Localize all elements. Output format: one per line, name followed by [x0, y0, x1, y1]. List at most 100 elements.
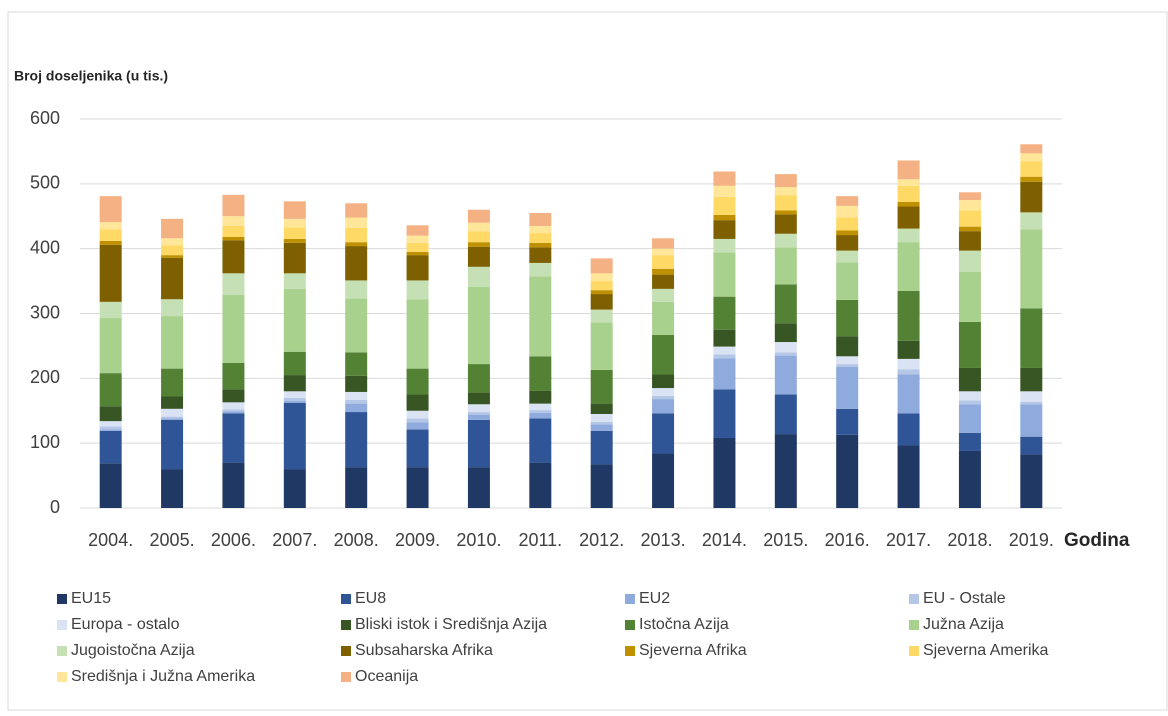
bar-segment	[774, 394, 797, 435]
bar-segment	[774, 284, 797, 324]
bar-segment	[283, 238, 306, 243]
bar-segment	[406, 225, 429, 236]
bar-segment	[836, 366, 859, 409]
bar-segment	[897, 340, 920, 359]
bar-segment	[713, 296, 736, 330]
bar-segment	[283, 391, 306, 398]
bar-segment	[283, 227, 306, 239]
bar-segment	[713, 238, 736, 253]
bar-segment	[590, 258, 613, 274]
bar-segment	[467, 414, 490, 420]
bar-segment	[836, 205, 859, 218]
bar-segment	[590, 413, 613, 422]
bar-segment	[713, 389, 736, 438]
bar-segment	[836, 434, 859, 508]
legend-label: Sjeverna Amerika	[923, 642, 1048, 659]
bar-segment	[161, 245, 184, 256]
bar-segment	[836, 217, 859, 231]
bar-segment	[99, 222, 122, 230]
bar-segment	[836, 235, 859, 251]
bar-segment	[222, 236, 245, 241]
bar-segment	[713, 185, 736, 197]
y-tick-label: 600	[30, 108, 60, 128]
legend-swatch	[57, 620, 67, 630]
bar-segment	[774, 233, 797, 248]
bar-segment	[283, 469, 306, 508]
bar-segment	[406, 394, 429, 411]
bar-segment	[99, 196, 122, 223]
bar-segment	[283, 273, 306, 289]
bar-segment	[590, 273, 613, 282]
bar-segment	[406, 410, 429, 419]
legend-swatch	[57, 646, 67, 656]
bar-segment	[836, 196, 859, 206]
bar-segment	[161, 299, 184, 317]
legend-label: Jugoistočna Azija	[71, 642, 195, 659]
bar-segment	[836, 230, 859, 236]
bar-segment	[713, 346, 736, 355]
bar-segment	[99, 463, 122, 508]
bar-segment	[345, 399, 368, 404]
bar-segment	[1020, 308, 1043, 368]
bar-segment	[345, 242, 368, 247]
bar-segment	[345, 375, 368, 392]
bar-segment	[529, 262, 552, 277]
bar-segment	[161, 238, 184, 246]
bar-segment	[836, 356, 859, 365]
legend-label: Središnja i Južna Amerika	[71, 668, 255, 685]
bar-segment	[897, 228, 920, 243]
legend-label: EU - Ostale	[923, 590, 1006, 607]
bar-segment	[713, 358, 736, 390]
bar-segment	[590, 281, 613, 291]
bar-segment	[529, 242, 552, 248]
bar-segment	[345, 352, 368, 376]
bar-segment	[467, 286, 490, 365]
legend-label: Istočna Azija	[639, 616, 729, 633]
bar-segment	[713, 252, 736, 297]
bar-segment	[99, 301, 122, 319]
bar-segment	[283, 242, 306, 274]
y-tick-label: 500	[30, 173, 60, 193]
bar-segment	[161, 255, 184, 258]
bar-segment	[958, 321, 981, 368]
bar-segment	[958, 367, 981, 392]
x-tick-label: 2013.	[641, 530, 686, 550]
bar-segment	[283, 288, 306, 352]
legend-label: Sjeverna Afrika	[639, 642, 747, 659]
bar-segment	[345, 467, 368, 508]
legend-swatch	[625, 620, 635, 630]
bar-segment	[467, 392, 490, 405]
legend-label: EU2	[639, 590, 670, 607]
bar-segment	[345, 203, 368, 218]
bar-segment	[897, 242, 920, 291]
bar-segment	[467, 242, 490, 247]
bar-segment	[897, 160, 920, 180]
bar-segment	[836, 299, 859, 337]
bar-segment	[836, 364, 859, 367]
bar-segment	[406, 255, 429, 281]
bar-segment	[590, 424, 613, 431]
x-axis-title: Godina	[1064, 530, 1130, 551]
bar-segment	[406, 418, 429, 423]
bar-segment	[713, 196, 736, 215]
bar-segment	[99, 244, 122, 302]
legend-label: EU15	[71, 590, 111, 607]
bar-segment	[99, 373, 122, 407]
bar-segment	[652, 238, 675, 249]
bar-segment	[161, 368, 184, 397]
bar-segment	[774, 323, 797, 343]
bar-segment	[774, 434, 797, 508]
legend-swatch	[909, 646, 919, 656]
bar-segment	[467, 404, 490, 413]
bar-segment	[406, 467, 429, 508]
bar-segment	[958, 450, 981, 508]
bar-segment	[836, 408, 859, 435]
bar-segment	[529, 356, 552, 391]
y-tick-label: 200	[30, 367, 60, 387]
bar-segment	[99, 240, 122, 245]
legend-label: Europa - ostalo	[71, 616, 180, 633]
bar-segment	[467, 364, 490, 393]
bar-segment	[467, 246, 490, 267]
x-tick-label: 2014.	[702, 530, 747, 550]
bar-segment	[652, 301, 675, 335]
